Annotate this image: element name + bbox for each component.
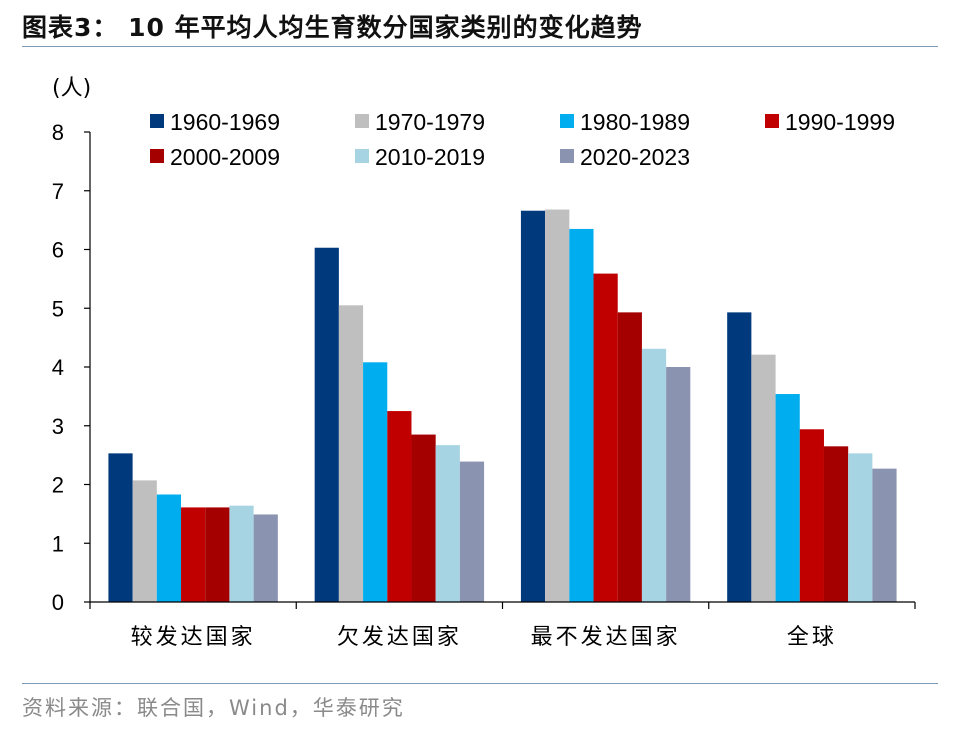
top-divider xyxy=(22,46,938,47)
chart-title: 图表3： 10 年平均人均生育数分国家类别的变化趋势 xyxy=(22,13,643,42)
bar-2020-2023-全球 xyxy=(872,468,897,602)
x-category-label: 全球 xyxy=(787,625,837,650)
legend: 1960-1969 1970-1979 1980-1989 1990-1999 2000… xyxy=(150,109,895,170)
y-tick-label: 4 xyxy=(52,355,64,380)
bar-2000-2009-欠发达国家 xyxy=(411,434,436,602)
y-tick-label: 8 xyxy=(52,120,64,145)
bar-1980-1989-较发达国家 xyxy=(156,494,182,602)
source-note: 资料来源：联合国，Wind，华泰研究 xyxy=(22,696,405,720)
y-tick-label: 3 xyxy=(52,414,64,439)
x-category-label: 欠发达国家 xyxy=(337,625,462,650)
bar-2020-2023-较发达国家 xyxy=(253,514,278,602)
chart-header: 图表3： 10 年平均人均生育数分国家类别的变化趋势 xyxy=(22,10,942,46)
bar-1980-1989-全球 xyxy=(775,394,800,602)
bottom-divider xyxy=(22,683,938,684)
legend-swatch xyxy=(150,149,164,163)
bar-2010-2019-欠发达国家 xyxy=(435,445,460,602)
bar-1990-1999-欠发达国家 xyxy=(387,411,412,602)
bar-1980-1989-欠发达国家 xyxy=(363,362,388,602)
legend-label: 1980-1989 xyxy=(580,109,690,135)
bar-1990-1999-最不发达国家 xyxy=(593,273,618,602)
x-category-label: 最不发达国家 xyxy=(531,625,681,650)
y-tick-label: 1 xyxy=(52,531,64,556)
bar-2000-2009-最不发达国家 xyxy=(617,312,642,602)
y-tick-label: 7 xyxy=(52,179,64,204)
legend-swatch xyxy=(355,149,369,163)
y-axis: 0 1 2 3 4 5 6 7 8 xyxy=(52,120,91,615)
bar-1970-1979-最不发达国家 xyxy=(545,209,570,603)
legend-label: 1960-1969 xyxy=(170,109,280,135)
legend-label: 2000-2009 xyxy=(170,144,280,170)
y-axis-unit-label: (人) xyxy=(52,76,91,101)
bar-1960-1969-全球 xyxy=(727,312,752,602)
y-tick-label: 2 xyxy=(52,473,64,498)
legend-label: 1990-1999 xyxy=(785,109,895,135)
legend-label: 1970-1979 xyxy=(375,109,485,135)
bar-1960-1969-较发达国家 xyxy=(108,453,133,602)
bar-1960-1969-欠发达国家 xyxy=(314,247,339,603)
bar-2020-2023-欠发达国家 xyxy=(459,461,485,602)
x-category-label: 较发达国家 xyxy=(131,625,256,650)
bar-1970-1979-较发达国家 xyxy=(132,480,157,602)
y-tick-label: 5 xyxy=(52,296,64,321)
bar-2010-2019-最不发达国家 xyxy=(641,348,667,602)
bar-1980-1989-最不发达国家 xyxy=(569,228,594,602)
y-tick-label: 6 xyxy=(52,238,64,263)
bar-2000-2009-较发达国家 xyxy=(205,507,230,602)
bar-1990-1999-全球 xyxy=(799,429,824,602)
y-tick-label: 0 xyxy=(52,590,64,615)
legend-label: 2010-2019 xyxy=(375,144,485,170)
legend-swatch xyxy=(560,114,574,128)
legend-swatch xyxy=(765,114,779,128)
x-axis: 较发达国家 欠发达国家 最不发达国家 全球 xyxy=(89,601,916,650)
legend-swatch xyxy=(150,114,164,128)
bar-2010-2019-较发达国家 xyxy=(229,505,254,602)
bar-1990-1999-较发达国家 xyxy=(181,507,206,602)
bar-2000-2009-全球 xyxy=(823,446,849,602)
legend-swatch xyxy=(355,114,369,128)
bar-1970-1979-欠发达国家 xyxy=(338,305,364,602)
legend-swatch xyxy=(560,149,574,163)
bar-2020-2023-最不发达国家 xyxy=(666,367,691,602)
bar-2010-2019-全球 xyxy=(848,453,873,602)
bar-1960-1969-最不发达国家 xyxy=(520,210,546,602)
legend-label: 2020-2023 xyxy=(580,144,690,170)
bar-1970-1979-全球 xyxy=(751,354,776,602)
bars xyxy=(108,209,897,603)
